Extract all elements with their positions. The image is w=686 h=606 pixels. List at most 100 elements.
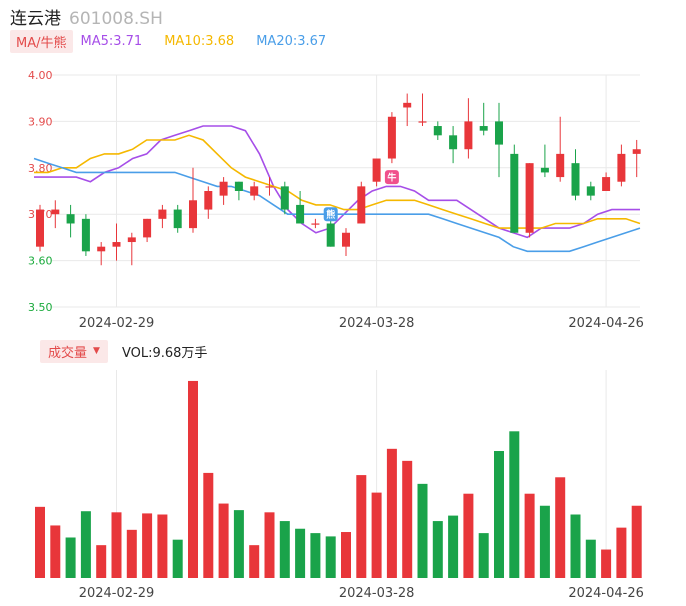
candle-body	[265, 186, 274, 188]
volume-bar	[601, 549, 612, 578]
volume-bar	[126, 529, 137, 578]
volume-bar	[249, 545, 260, 578]
volume-bar	[371, 492, 382, 578]
volume-bar	[631, 505, 642, 578]
volume-bar	[448, 515, 459, 578]
volume-bar	[50, 525, 61, 578]
candle-body	[66, 214, 75, 224]
ma20-legend: MA20:3.67	[256, 33, 327, 49]
volume-bar	[524, 493, 535, 578]
volume-bar	[494, 451, 504, 578]
volume-bar	[218, 503, 229, 578]
ma10-line	[34, 134, 641, 229]
candle-body	[234, 181, 243, 191]
bull-badge-icon	[384, 170, 399, 185]
candle-body	[387, 116, 396, 159]
candle-body	[617, 153, 626, 182]
stock-header: 连云港 601008.SH	[10, 4, 163, 29]
candle-body	[204, 191, 213, 210]
candle-body	[449, 135, 458, 150]
bear-badge-icon	[323, 207, 338, 222]
volume-indicator-label: 成交量	[48, 345, 88, 361]
stock-code: 601008.SH	[69, 9, 163, 29]
candle-body	[143, 218, 152, 238]
volume-bar	[188, 380, 198, 578]
candle-body	[219, 181, 228, 196]
x-tick-label: 2024-02-29	[79, 316, 155, 331]
volume-bar	[463, 493, 474, 578]
volume-bar	[417, 483, 428, 578]
candle-body	[433, 126, 442, 136]
candle-body	[127, 237, 136, 243]
volume-bar	[279, 521, 290, 578]
volume-bar	[111, 512, 122, 578]
volume-legend: 成交量 ▼ VOL:9.68万手	[40, 339, 207, 363]
volume-bar	[478, 533, 489, 578]
candle-body	[602, 177, 611, 191]
candle-body	[311, 223, 320, 225]
volume-bar	[35, 506, 45, 578]
candle-body	[342, 232, 350, 247]
x-tick-label: 2024-03-28	[339, 586, 415, 601]
volume-bar	[325, 536, 336, 578]
candle-body	[296, 204, 305, 224]
x-tick-label: 2024-03-28	[339, 316, 415, 331]
volume-bar	[80, 511, 91, 578]
candle-body	[51, 209, 60, 215]
volume-bar	[65, 537, 76, 578]
volume-bar	[585, 539, 596, 578]
stock-name: 连云港	[10, 9, 61, 29]
candle-body	[495, 121, 503, 145]
candle-body	[403, 102, 412, 108]
y-tick-label: 3.80	[28, 162, 53, 175]
candle-body	[556, 153, 565, 178]
volume-indicator-dropdown[interactable]: 成交量 ▼	[40, 339, 108, 363]
volume-bar	[157, 514, 168, 578]
candle-body	[81, 218, 90, 252]
volume-bar	[555, 477, 566, 578]
candle-body	[250, 186, 259, 196]
candle-body	[189, 200, 197, 229]
volume-bar	[295, 528, 306, 578]
volume-bar	[402, 460, 413, 578]
volume-bar	[570, 514, 581, 578]
ma-legend: MA/牛熊 MA5:3.71 MA10:3.68 MA20:3.67	[10, 29, 348, 53]
candle-body	[36, 209, 44, 247]
candle-body	[571, 163, 580, 196]
candle-body	[112, 242, 121, 247]
candle-body	[418, 121, 427, 123]
ma5-line	[34, 125, 640, 239]
ma20-line	[33, 157, 641, 253]
bull-badge-icon-label: 牛	[387, 172, 396, 184]
volume-bar	[509, 431, 520, 578]
ma10-legend: MA10:3.68	[164, 33, 235, 49]
y-tick-label: 3.90	[28, 115, 53, 128]
candle-body	[525, 163, 534, 233]
volume-bar	[539, 505, 550, 578]
candle-body	[464, 121, 473, 150]
candle-body	[632, 149, 641, 154]
candle-body	[479, 126, 488, 131]
candle-body	[510, 153, 519, 233]
volume-bar	[356, 475, 367, 578]
candle-body	[280, 186, 289, 210]
volume-bar	[386, 448, 397, 578]
volume-bar	[172, 539, 183, 578]
x-tick-label: 2024-04-26	[568, 586, 644, 601]
y-tick-label: 3.50	[28, 301, 53, 314]
volume-bar	[310, 533, 321, 578]
ma-bull-bear-toggle[interactable]: MA/牛熊	[10, 29, 73, 53]
caret-down-icon: ▼	[93, 346, 100, 356]
volume-bar	[233, 510, 244, 578]
candle-body	[372, 158, 381, 182]
volume-bar	[142, 513, 153, 578]
candle-body	[540, 167, 549, 173]
candle-body	[586, 186, 595, 196]
volume-bar	[96, 545, 107, 578]
volume-bar	[203, 472, 214, 578]
candle-body	[173, 209, 182, 229]
bear-badge-icon-label: 熊	[326, 209, 335, 221]
volume-bar	[341, 532, 351, 578]
candle-body	[326, 223, 335, 247]
